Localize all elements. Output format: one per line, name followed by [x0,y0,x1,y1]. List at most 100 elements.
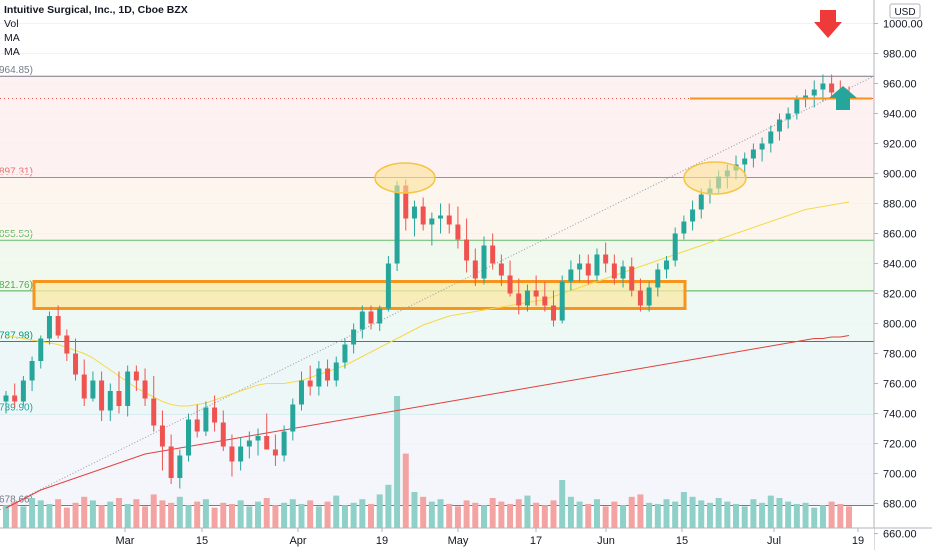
y-tick-label: 720.00 [883,439,917,451]
volume-bar [706,502,713,528]
candle [81,359,87,406]
candle [594,248,600,282]
candle-body [698,194,704,210]
candle [272,434,278,466]
ma-indicator-label[interactable]: MA [4,32,20,44]
volume-bar [767,495,774,528]
candle-body [551,305,557,321]
trendline [0,75,875,510]
candle [490,233,496,270]
candle [524,284,530,312]
candle [351,323,357,354]
x-tick-label: 19 [852,535,864,547]
candle-body [20,380,26,402]
fib-level-label: 897.31) [0,167,33,178]
volume-bar [567,496,574,528]
candle [507,260,513,297]
fib-level-label: 678.66) [0,495,33,506]
candle [168,434,174,484]
candle-body [229,446,235,462]
volume-bar [307,500,314,528]
candle [811,80,817,108]
candle-body [829,83,835,93]
volume-bar [785,501,792,528]
volume-bar [168,502,175,528]
candle-body [794,98,800,114]
candle [577,254,583,282]
candle-body [333,362,339,381]
volume-bar [472,502,479,528]
candle-body [272,449,278,456]
candle [298,371,304,411]
ma2-indicator-label[interactable]: MA [4,46,20,58]
candle-body [663,260,669,270]
candle [464,218,470,273]
candle-body [464,239,470,261]
candle [333,356,339,387]
candle [429,212,435,246]
volume-bar [715,498,722,528]
fib-level-label: 821.76) [0,280,33,291]
candle [229,434,235,477]
candle-body [498,263,504,276]
candle [325,359,331,387]
support-zone-box [32,280,687,310]
candle [359,305,365,339]
candle-body [394,185,400,264]
candle-body [472,260,478,279]
candle-body [577,263,583,270]
candle [186,413,192,462]
candle [55,305,61,339]
candle [29,356,35,391]
volume-bar [724,501,731,528]
candle [246,431,252,459]
candle [637,278,643,312]
volume-bar [115,498,122,528]
candle-body [73,353,79,375]
candle [603,242,609,273]
candle [385,256,391,312]
volume-bar [98,505,105,528]
volume-bar [11,501,18,528]
candle-body [542,296,548,306]
candle-body [594,254,600,276]
candle-body [212,407,218,423]
candle [125,365,131,417]
y-tick-label: 980.00 [883,49,917,61]
candle-body [220,422,226,447]
fib-level-label: 855.53) [0,229,33,240]
volume-bar [350,502,357,528]
candle [12,383,18,408]
candle [559,275,565,324]
volume-bar [463,500,470,528]
x-tick-label: Mar [116,535,135,547]
candle [116,371,122,414]
volume-bar [150,494,157,528]
candle [551,290,557,327]
candle-body [264,436,270,450]
volume-indicator-label[interactable]: Vol [4,18,19,30]
candle [481,236,487,285]
volume-bar [559,480,566,528]
candle [281,425,287,462]
candle [194,404,200,438]
fib-zone [0,341,874,414]
volume-bar [741,506,748,528]
candle-body [524,290,530,306]
fib-zone [0,413,874,506]
candle-body [785,113,791,120]
volume-bar [620,505,627,528]
candle-body [194,419,200,432]
y-tick-label: 820.00 [883,289,917,301]
candle [38,335,44,369]
volume-bar [89,500,96,528]
volume-bar [289,499,296,528]
candle-body [490,245,496,264]
candle [438,203,444,234]
candle [829,74,835,99]
candle-body [481,245,487,279]
volume-bar [81,496,88,528]
volume-bar [63,507,70,528]
